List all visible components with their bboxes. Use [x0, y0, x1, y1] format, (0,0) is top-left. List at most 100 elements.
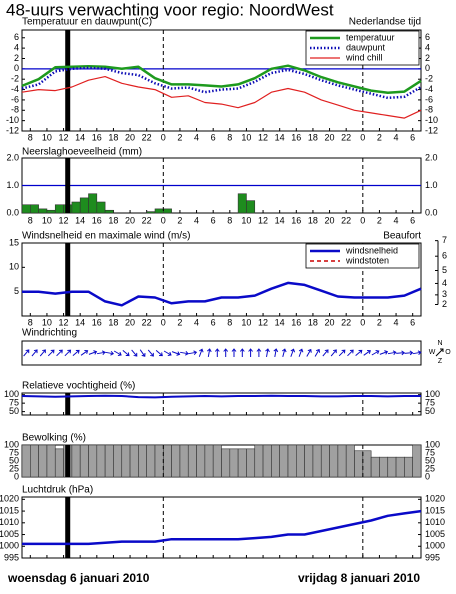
x-tick-label: 22: [341, 317, 351, 327]
bar: [138, 444, 147, 478]
bar: [30, 204, 39, 214]
bar: [21, 444, 31, 478]
panel-title: Luchtdruk (hPa): [22, 485, 93, 496]
bar: [237, 193, 247, 214]
y2-tick-label: 7: [442, 235, 447, 245]
wind-arrow: [363, 350, 371, 356]
y-tick-label: 1010: [0, 517, 19, 527]
wind-arrow: [404, 350, 414, 356]
x-tick-label: 22: [341, 132, 351, 142]
x-tick-label: 12: [258, 132, 268, 142]
bar: [379, 456, 389, 478]
y-tick-label: 2: [14, 53, 19, 63]
x-tick-label: 20: [325, 317, 335, 327]
y-tick-label-right: -2: [425, 74, 433, 84]
y-tick-label: 1020: [0, 494, 19, 504]
y-tick-label: 75: [9, 398, 19, 408]
y-tick-label-right: 1010: [425, 517, 445, 527]
wind-arrow: [23, 349, 30, 357]
x-tick-label: 8: [227, 215, 232, 225]
x-tick-label: 4: [394, 317, 399, 327]
y-tick-label-right: 0: [425, 471, 430, 481]
current-time-bar: [65, 393, 71, 415]
y-tick-label: 10: [9, 262, 19, 272]
y-tick-label-right: 0: [425, 63, 430, 73]
bar: [354, 450, 364, 478]
wind-arrow: [273, 348, 279, 358]
wind-arrow: [64, 349, 72, 357]
x-tick-label: 4: [194, 215, 199, 225]
y-tick-label-right: 6: [425, 32, 430, 42]
wind-arrow: [180, 350, 189, 356]
y2-axis-label: Beaufort: [383, 231, 421, 242]
bar: [71, 444, 81, 478]
y2-tick-label: 6: [442, 251, 447, 261]
bar: [54, 448, 64, 478]
bar: [46, 444, 56, 478]
bar: [221, 448, 231, 478]
x-tick-label: 12: [59, 132, 69, 142]
bar: [88, 444, 98, 478]
x-tick-label: 14: [75, 317, 85, 327]
bar: [296, 444, 305, 478]
wind-arrow: [105, 350, 115, 356]
wind-arrow: [147, 349, 154, 357]
y-tick-label-right: -6: [425, 94, 433, 104]
x-tick-label: 16: [291, 132, 301, 142]
current-time-bar: [65, 497, 71, 558]
footer-left: woensdag 6 januari 2010: [7, 571, 150, 585]
x-tick-label: 4: [194, 317, 199, 327]
x-tick-label: 10: [42, 215, 52, 225]
x-tick-label: 12: [59, 215, 69, 225]
x-tick-label: 0: [360, 132, 365, 142]
y2-tick-label: 5: [442, 265, 447, 275]
wind-arrow: [338, 349, 346, 357]
wind-arrow: [281, 348, 287, 357]
bar: [246, 448, 256, 478]
current-time-bar: [65, 30, 71, 131]
bar: [38, 208, 48, 214]
wind-arrow: [139, 349, 146, 357]
y-tick-label: 5: [14, 286, 19, 296]
wind-arrow: [31, 349, 38, 357]
wind-arrow: [206, 348, 212, 358]
bar: [320, 444, 330, 478]
y-tick-label-right: -8: [425, 105, 433, 115]
x-tick-label: 6: [211, 215, 216, 225]
x-tick-label: 16: [92, 215, 102, 225]
x-tick-label: 6: [410, 215, 415, 225]
x-tick-label: 4: [194, 132, 199, 142]
bar: [104, 444, 114, 478]
bar: [345, 444, 355, 478]
series-line: [22, 509, 422, 546]
x-tick-label: 16: [92, 132, 102, 142]
bar: [196, 444, 206, 478]
y-tick-label: 100: [4, 389, 19, 399]
bar: [146, 211, 156, 214]
bar: [71, 201, 81, 214]
y-tick-label: 1015: [0, 505, 19, 515]
legend-label: dauwpunt: [346, 42, 386, 52]
x-tick-label: 18: [308, 132, 318, 142]
bar: [271, 444, 280, 478]
x-tick-label: 22: [142, 132, 152, 142]
y2-tick-label: 4: [442, 278, 447, 288]
wind-arrow: [72, 349, 80, 356]
y2-tick-label: 3: [442, 289, 447, 299]
bar: [179, 444, 189, 478]
panel-title: Bewolking (%): [22, 433, 86, 444]
y-tick-label-right: -12: [425, 125, 438, 135]
y-tick-label: 15: [9, 237, 19, 247]
series-line: [21, 64, 422, 94]
y-tick-label-right: 0.0: [425, 207, 438, 217]
compass-n: N: [437, 340, 442, 347]
wind-arrow: [39, 349, 46, 357]
bar: [254, 444, 264, 478]
bar: [404, 456, 413, 478]
bar: [121, 444, 131, 478]
y-tick-label-right: 995: [425, 552, 440, 562]
x-tick-label: 0: [360, 215, 365, 225]
y-tick-label-right: 50: [425, 406, 435, 416]
x-tick-label: 8: [28, 317, 33, 327]
